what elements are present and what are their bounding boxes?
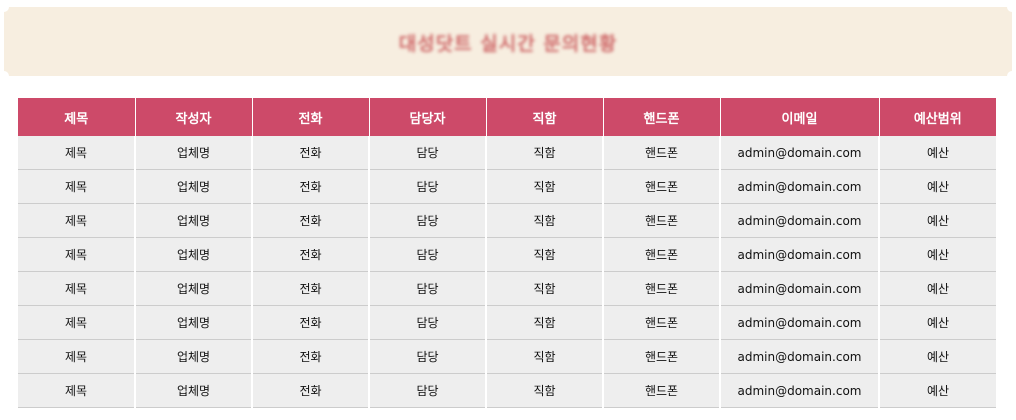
table-cell: 전화 bbox=[251, 339, 369, 374]
table-row[interactable]: 제목 업체명 전화 담당 직함 핸드폰 admin@domain.com 예산 bbox=[18, 169, 996, 204]
table-cell: 예산 bbox=[878, 271, 996, 306]
table-cell: 핸드폰 bbox=[602, 136, 720, 170]
table-cell: admin@domain.com bbox=[719, 339, 879, 374]
table-cell: admin@domain.com bbox=[719, 169, 879, 204]
column-header: 작성자 bbox=[134, 98, 252, 136]
table-cell: 담당 bbox=[368, 203, 486, 238]
table-cell: 핸드폰 bbox=[602, 271, 720, 306]
table-cell: 예산 bbox=[878, 136, 996, 170]
table-cell: admin@domain.com bbox=[719, 271, 879, 306]
table-cell: 담당 bbox=[368, 271, 486, 306]
table-row[interactable]: 제목 업체명 전화 담당 직함 핸드폰 admin@domain.com 예산 bbox=[18, 203, 996, 238]
column-header: 예산범위 bbox=[878, 98, 996, 136]
table-cell: admin@domain.com bbox=[719, 136, 879, 170]
table-cell: 전화 bbox=[251, 169, 369, 204]
table-row[interactable]: 제목 업체명 전화 담당 직함 핸드폰 admin@domain.com 예산 bbox=[18, 305, 996, 340]
table-cell: 제목 bbox=[18, 271, 135, 306]
table-cell: 업체명 bbox=[134, 169, 252, 204]
table-cell: 전화 bbox=[251, 271, 369, 306]
column-header: 제목 bbox=[18, 98, 135, 136]
table-cell: 담당 bbox=[368, 169, 486, 204]
table-cell: 담당 bbox=[368, 339, 486, 374]
table-cell: 업체명 bbox=[134, 203, 252, 238]
table-cell: 제목 bbox=[18, 136, 135, 170]
table-cell: 핸드폰 bbox=[602, 339, 720, 374]
table-cell: 예산 bbox=[878, 203, 996, 238]
table-cell: 예산 bbox=[878, 305, 996, 340]
table-cell: 전화 bbox=[251, 373, 369, 408]
banner-corner-notch bbox=[1007, 71, 1016, 81]
table-cell: 직함 bbox=[485, 373, 603, 408]
banner-corner-notch bbox=[0, 71, 9, 81]
table-row[interactable]: 제목 업체명 전화 담당 직함 핸드폰 admin@domain.com 예산 bbox=[18, 237, 996, 272]
table-cell: admin@domain.com bbox=[719, 203, 879, 238]
table-cell: 전화 bbox=[251, 136, 369, 170]
table-row[interactable]: 제목 업체명 전화 담당 직함 핸드폰 admin@domain.com 예산 bbox=[18, 136, 996, 170]
table-cell: 업체명 bbox=[134, 237, 252, 272]
column-header: 직함 bbox=[485, 98, 603, 136]
table-cell: 제목 bbox=[18, 169, 135, 204]
table-cell: 핸드폰 bbox=[602, 373, 720, 408]
table-cell: 제목 bbox=[18, 305, 135, 340]
table-cell: 핸드폰 bbox=[602, 169, 720, 204]
table-cell: 전화 bbox=[251, 305, 369, 340]
table-cell: 직함 bbox=[485, 339, 603, 374]
table-cell: 담당 bbox=[368, 136, 486, 170]
table-cell: 직함 bbox=[485, 271, 603, 306]
table-cell: 담당 bbox=[368, 305, 486, 340]
table-cell: 직함 bbox=[485, 203, 603, 238]
table-cell: 예산 bbox=[878, 339, 996, 374]
table-cell: 전화 bbox=[251, 203, 369, 238]
table-cell: 핸드폰 bbox=[602, 305, 720, 340]
table-cell: 업체명 bbox=[134, 339, 252, 374]
table-cell: 직함 bbox=[485, 169, 603, 204]
table-cell: 담당 bbox=[368, 237, 486, 272]
table-row[interactable]: 제목 업체명 전화 담당 직함 핸드폰 admin@domain.com 예산 bbox=[18, 339, 996, 374]
table-cell: 예산 bbox=[878, 237, 996, 272]
table-cell: 직함 bbox=[485, 136, 603, 170]
banner-corner-notch bbox=[1007, 2, 1016, 12]
table-cell: 예산 bbox=[878, 373, 996, 408]
table-cell: 제목 bbox=[18, 203, 135, 238]
inquiry-table: 제목 작성자 전화 담당자 직함 핸드폰 이메일 예산범위 제목 업체명 전화 담당 직함 핸드폰 adm… bbox=[18, 98, 996, 408]
table-cell: 제목 bbox=[18, 237, 135, 272]
table-cell: 업체명 bbox=[134, 271, 252, 306]
table-cell: 직함 bbox=[485, 305, 603, 340]
table-header-row: 제목 작성자 전화 담당자 직함 핸드폰 이메일 예산범위 bbox=[18, 98, 996, 136]
column-header: 전화 bbox=[251, 98, 369, 136]
table-cell: 직함 bbox=[485, 237, 603, 272]
table-cell: 업체명 bbox=[134, 305, 252, 340]
table-row[interactable]: 제목 업체명 전화 담당 직함 핸드폰 admin@domain.com 예산 bbox=[18, 271, 996, 306]
table-cell: 업체명 bbox=[134, 136, 252, 170]
table-cell: 업체명 bbox=[134, 373, 252, 408]
column-header: 이메일 bbox=[719, 98, 879, 136]
table-cell: 제목 bbox=[18, 373, 135, 408]
table-cell: 예산 bbox=[878, 169, 996, 204]
table-cell: admin@domain.com bbox=[719, 373, 879, 408]
table-cell: admin@domain.com bbox=[719, 237, 879, 272]
column-header: 핸드폰 bbox=[602, 98, 720, 136]
table-cell: 제목 bbox=[18, 339, 135, 374]
table-cell: 핸드폰 bbox=[602, 237, 720, 272]
table-row[interactable]: 제목 업체명 전화 담당 직함 핸드폰 admin@domain.com 예산 bbox=[18, 373, 996, 408]
title-banner: 대성닷트 실시간 문의현황 bbox=[0, 2, 1016, 81]
table-cell: admin@domain.com bbox=[719, 305, 879, 340]
table-cell: 핸드폰 bbox=[602, 203, 720, 238]
banner-corner-notch bbox=[0, 2, 9, 12]
column-header: 담당자 bbox=[368, 98, 486, 136]
page-title: 대성닷트 실시간 문의현황 bbox=[398, 33, 618, 55]
table-cell: 전화 bbox=[251, 237, 369, 272]
table-cell: 담당 bbox=[368, 373, 486, 408]
